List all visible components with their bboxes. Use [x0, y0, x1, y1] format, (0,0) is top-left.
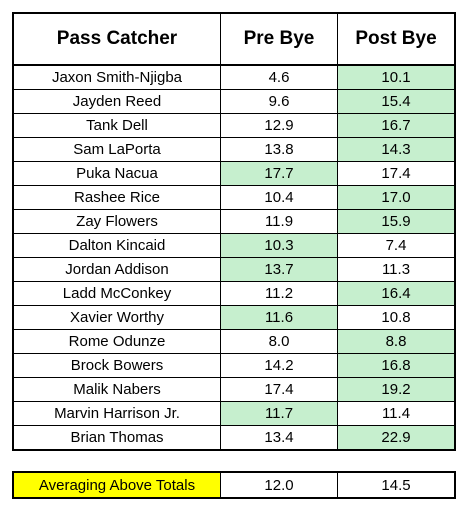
- player-name: Brian Thomas: [12, 425, 221, 451]
- pre-bye-value: 14.2: [220, 353, 338, 378]
- header-row: Pass Catcher Pre Bye Post Bye: [12, 12, 456, 66]
- post-bye-value: 19.2: [337, 377, 456, 402]
- table-row: Sam LaPorta 13.8 14.3: [12, 137, 456, 162]
- player-name: Marvin Harrison Jr.: [12, 401, 221, 426]
- header-pre-bye: Pre Bye: [220, 12, 338, 66]
- pre-bye-value: 8.0: [220, 329, 338, 354]
- post-bye-value: 11.4: [337, 401, 456, 426]
- summary-post-bye: 14.5: [337, 471, 456, 499]
- player-name: Rashee Rice: [12, 185, 221, 210]
- header-pass-catcher: Pass Catcher: [12, 12, 221, 66]
- pre-bye-value: 13.4: [220, 425, 338, 451]
- summary-label: Averaging Above Totals: [12, 471, 221, 499]
- pre-bye-value: 13.8: [220, 137, 338, 162]
- table-row: Jordan Addison 13.7 11.3: [12, 257, 456, 282]
- post-bye-value: 16.4: [337, 281, 456, 306]
- pre-bye-value: 4.6: [220, 64, 338, 90]
- pre-bye-value: 11.7: [220, 401, 338, 426]
- post-bye-value: 17.4: [337, 161, 456, 186]
- pre-bye-value: 12.9: [220, 113, 338, 138]
- pre-bye-value: 17.7: [220, 161, 338, 186]
- table-row: Jaxon Smith-Njigba 4.6 10.1: [12, 64, 456, 90]
- player-name: Rome Odunze: [12, 329, 221, 354]
- table-row: Dalton Kincaid 10.3 7.4: [12, 233, 456, 258]
- pre-bye-value: 10.4: [220, 185, 338, 210]
- player-name: Sam LaPorta: [12, 137, 221, 162]
- pre-bye-value: 11.2: [220, 281, 338, 306]
- table-row: Rome Odunze 8.0 8.8: [12, 329, 456, 354]
- table-row: Malik Nabers 17.4 19.2: [12, 377, 456, 402]
- post-bye-value: 8.8: [337, 329, 456, 354]
- post-bye-value: 10.1: [337, 64, 456, 90]
- player-name: Puka Nacua: [12, 161, 221, 186]
- table-row: Jayden Reed 9.6 15.4: [12, 89, 456, 114]
- table-row: Zay Flowers 11.9 15.9: [12, 209, 456, 234]
- player-name: Jaxon Smith-Njigba: [12, 64, 221, 90]
- table-row: Rashee Rice 10.4 17.0: [12, 185, 456, 210]
- post-bye-value: 11.3: [337, 257, 456, 282]
- summary-row: Averaging Above Totals 12.0 14.5: [12, 471, 456, 499]
- table-row: Tank Dell 12.9 16.7: [12, 113, 456, 138]
- player-name: Malik Nabers: [12, 377, 221, 402]
- table-body: Pass Catcher Pre Bye Post Bye Jaxon Smit…: [12, 12, 456, 451]
- post-bye-value: 14.3: [337, 137, 456, 162]
- post-bye-value: 17.0: [337, 185, 456, 210]
- table-row: Puka Nacua 17.7 17.4: [12, 161, 456, 186]
- header-post-bye: Post Bye: [337, 12, 456, 66]
- pre-bye-value: 11.6: [220, 305, 338, 330]
- summary-table: Averaging Above Totals 12.0 14.5: [12, 471, 456, 499]
- post-bye-value: 10.8: [337, 305, 456, 330]
- pre-bye-value: 17.4: [220, 377, 338, 402]
- player-name: Ladd McConkey: [12, 281, 221, 306]
- player-name: Jayden Reed: [12, 89, 221, 114]
- pass-catcher-table: Pass Catcher Pre Bye Post Bye Jaxon Smit…: [12, 12, 456, 451]
- post-bye-value: 7.4: [337, 233, 456, 258]
- player-name: Jordan Addison: [12, 257, 221, 282]
- player-name: Tank Dell: [12, 113, 221, 138]
- table-row: Ladd McConkey 11.2 16.4: [12, 281, 456, 306]
- post-bye-value: 15.9: [337, 209, 456, 234]
- player-name: Dalton Kincaid: [12, 233, 221, 258]
- player-name: Zay Flowers: [12, 209, 221, 234]
- pre-bye-value: 13.7: [220, 257, 338, 282]
- summary-pre-bye: 12.0: [220, 471, 338, 499]
- pre-bye-value: 9.6: [220, 89, 338, 114]
- post-bye-value: 22.9: [337, 425, 456, 451]
- post-bye-value: 16.8: [337, 353, 456, 378]
- player-name: Xavier Worthy: [12, 305, 221, 330]
- table-row: Brian Thomas 13.4 22.9: [12, 425, 456, 451]
- pre-bye-value: 11.9: [220, 209, 338, 234]
- post-bye-value: 15.4: [337, 89, 456, 114]
- pre-bye-value: 10.3: [220, 233, 338, 258]
- post-bye-value: 16.7: [337, 113, 456, 138]
- table-row: Xavier Worthy 11.6 10.8: [12, 305, 456, 330]
- player-name: Brock Bowers: [12, 353, 221, 378]
- table-row: Brock Bowers 14.2 16.8: [12, 353, 456, 378]
- table-row: Marvin Harrison Jr. 11.7 11.4: [12, 401, 456, 426]
